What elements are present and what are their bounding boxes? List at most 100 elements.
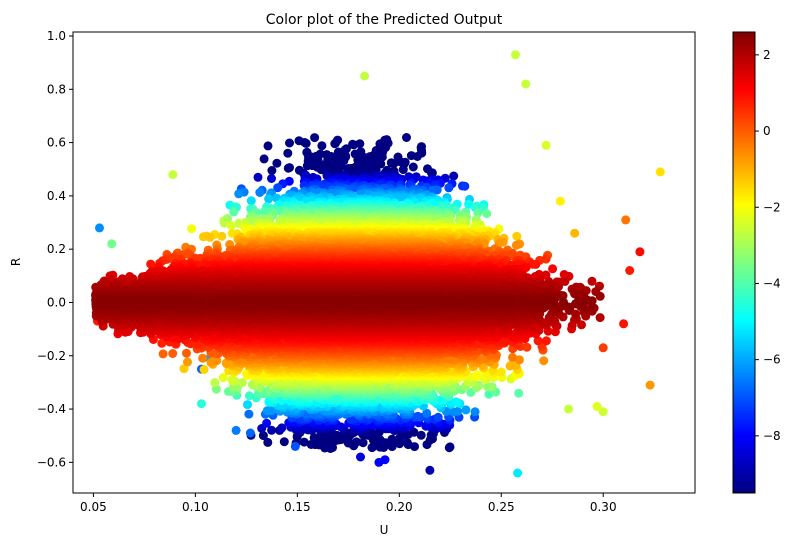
scatter-point — [402, 438, 412, 448]
scatter-point — [285, 138, 294, 148]
scatter-point — [255, 188, 265, 197]
scatter-point — [301, 138, 311, 148]
scatter-point — [310, 133, 320, 143]
scatter-point — [512, 231, 522, 241]
scatter-point — [564, 404, 574, 414]
scatter-point — [182, 348, 191, 358]
scatter-point — [243, 400, 252, 410]
scatter-point — [168, 349, 178, 358]
scatter-point — [389, 159, 399, 169]
scatter-point — [277, 423, 287, 433]
scatter-point — [511, 240, 521, 250]
scatter-point — [273, 183, 283, 193]
scatter-point — [555, 196, 565, 206]
scatter-point — [451, 397, 461, 407]
scatter-point — [95, 223, 104, 233]
scatter-point — [422, 408, 432, 418]
scatter-point — [279, 437, 289, 447]
scatter-point — [351, 437, 361, 447]
scatter-point — [412, 152, 422, 161]
scatter-point — [356, 452, 365, 462]
scatter-point — [107, 239, 117, 249]
scatter-point — [267, 174, 276, 183]
scatter-point — [427, 168, 437, 178]
scatter-point — [360, 71, 370, 81]
scatter-point — [210, 378, 220, 388]
scatter-point — [433, 412, 443, 422]
scatter-point — [263, 141, 273, 151]
scatter-point — [244, 391, 254, 401]
scatter-point — [621, 215, 631, 225]
chart-title: Color plot of the Predicted Output — [266, 12, 503, 28]
scatter-point — [514, 388, 524, 398]
scatter-point — [234, 189, 244, 199]
scatter-point — [413, 411, 423, 421]
scatter-point — [453, 406, 463, 416]
scatter-point — [645, 380, 655, 390]
scatter-point — [267, 166, 277, 175]
scatter-point — [416, 430, 426, 440]
scatter-point — [402, 133, 411, 142]
scatter-point — [473, 370, 483, 380]
scatter-point — [449, 171, 459, 181]
scatter-point — [482, 209, 492, 219]
scatter-point — [290, 441, 300, 451]
scatter-point — [246, 196, 256, 206]
scatter-point — [309, 433, 319, 443]
scatter-point — [158, 349, 168, 359]
scatter-point — [217, 231, 227, 241]
scatter-point — [205, 232, 215, 242]
scatter-point — [299, 437, 309, 447]
scatter-point — [358, 438, 368, 448]
scatter-point — [380, 455, 390, 465]
scatter-point — [283, 163, 293, 173]
scatter-point — [262, 418, 272, 428]
scatter-point — [398, 165, 408, 175]
scatter-point — [511, 50, 520, 60]
scatter-point — [539, 356, 549, 366]
scatter-point — [570, 228, 580, 238]
scatter-point — [263, 437, 273, 447]
scatter-point — [508, 352, 518, 362]
scatter-point — [387, 434, 397, 444]
scatter-point — [226, 221, 236, 231]
scatter-point — [425, 465, 435, 475]
scatter-point — [272, 158, 282, 168]
scatter-point — [264, 194, 274, 204]
scatter-point — [487, 382, 497, 392]
scatter-point — [229, 207, 239, 217]
scatter-point — [521, 79, 531, 89]
scatter-point — [302, 161, 312, 171]
scatter-point — [259, 154, 269, 164]
scatter-point — [513, 468, 523, 478]
scatter-point — [317, 141, 327, 151]
scatter-point — [461, 405, 471, 415]
scatter-point — [349, 140, 359, 150]
scatter-point — [283, 148, 293, 158]
scatter-point — [496, 367, 506, 377]
scatter-point — [197, 399, 206, 409]
scatter-point — [408, 162, 418, 172]
scatter-point — [655, 167, 665, 177]
scatter-point — [444, 183, 454, 193]
scatter-point — [267, 425, 277, 435]
scatter-point — [330, 139, 340, 149]
scatter-point — [409, 427, 419, 437]
scatter-point — [244, 409, 254, 419]
scatter-points — [91, 50, 665, 478]
scatter-point — [253, 172, 263, 182]
scatter-point — [168, 170, 178, 180]
scatter-point — [245, 428, 255, 438]
scatter-point — [592, 401, 602, 411]
scatter-point — [183, 357, 192, 367]
scatter-point — [187, 224, 197, 234]
scatter-point — [460, 181, 470, 191]
scatter-point — [541, 140, 551, 150]
scatter-point — [199, 365, 209, 374]
scatter-point — [231, 425, 241, 435]
scatter-point — [258, 431, 268, 441]
scatter-point — [198, 353, 208, 363]
scatter-point — [445, 442, 455, 452]
scatter-point — [470, 407, 480, 417]
